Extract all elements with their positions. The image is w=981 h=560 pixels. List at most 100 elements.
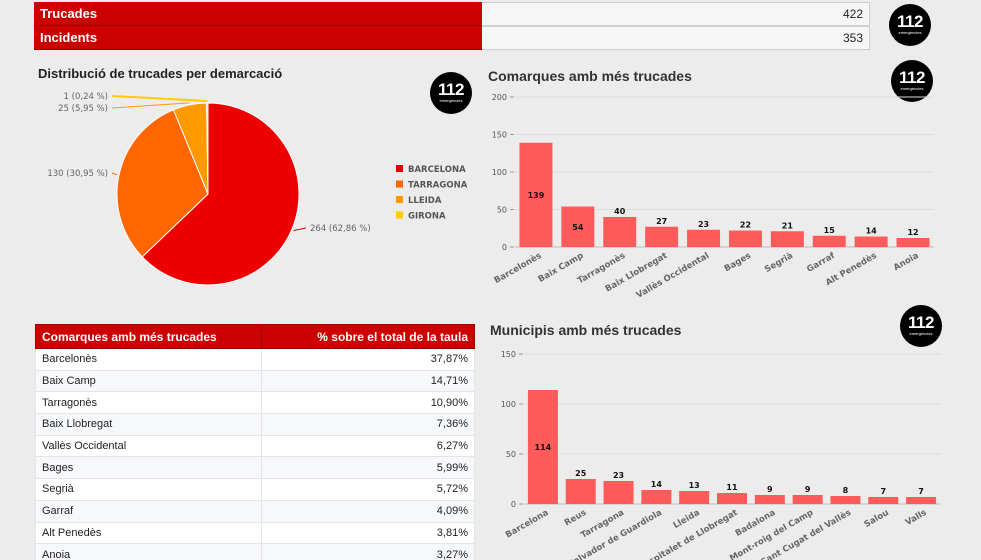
bar-data-label: 114 — [535, 443, 552, 452]
table-cell: Tarragonès — [35, 391, 262, 415]
pie-chart-title: Distribució de trucades per demarcació — [38, 66, 283, 81]
table-row: Bages 5,99% — [35, 456, 475, 480]
table-cell: 37,87% — [261, 348, 475, 371]
bar — [854, 236, 888, 247]
table-cell: Alt Penedès — [35, 521, 262, 545]
x-tick-label: Barcelonès — [492, 250, 543, 286]
y-tick-label: 100 — [492, 168, 507, 177]
bar-data-label: 54 — [572, 223, 584, 232]
table-cell: 3,27% — [261, 543, 475, 560]
bar-chart-municipis: 050100150114Barcelona25Reus23Tarragona14… — [501, 350, 940, 560]
table-row: Segrià 5,72% — [35, 478, 475, 501]
table-cell: Baix Camp — [35, 369, 262, 393]
x-tick-label: Segrià — [763, 251, 795, 275]
x-tick-label: Valls — [904, 508, 929, 528]
bar — [717, 493, 747, 504]
bar-data-label: 25 — [575, 469, 587, 478]
table-row: Garraf 4,09% — [35, 499, 475, 523]
legend-label: GIRONA — [408, 212, 446, 222]
bar-data-label: 9 — [767, 485, 773, 494]
bar — [679, 491, 710, 504]
logo-112: 112 emergències — [430, 72, 472, 114]
table-cell: 14,71% — [261, 369, 475, 393]
table-cell: Anoia — [35, 543, 262, 560]
bar-data-label: 21 — [782, 221, 794, 230]
bar-data-label: 7 — [880, 487, 886, 496]
y-tick-label: 150 — [501, 350, 516, 359]
legend-swatch — [396, 196, 403, 203]
pie-data-label: 25 (5,95 %) — [58, 104, 108, 114]
summary-value: 353 — [482, 26, 870, 50]
table-row: Alt Penedès 3,81% — [35, 521, 475, 545]
table-row: Vallès Occidental 6,27% — [35, 434, 475, 458]
logo-sub: emergències — [439, 98, 463, 103]
x-tick-label: Vallès Occidental — [634, 250, 711, 300]
bar-data-label: 23 — [613, 471, 624, 480]
y-tick-label: 100 — [501, 400, 516, 409]
logo-112: 112 emergències — [900, 305, 942, 347]
table-cell: Barcelonès — [35, 348, 262, 371]
pie-leader-line — [111, 172, 118, 176]
pie-slice — [141, 102, 300, 286]
x-tick-label: Salou — [863, 508, 891, 530]
table-row: Baix Llobregat 7,36% — [35, 413, 475, 436]
x-tick-label: Bages — [723, 251, 753, 274]
bar — [770, 231, 804, 247]
x-tick-label: Garraf — [805, 251, 837, 275]
bar-data-label: 15 — [824, 226, 836, 235]
bar — [527, 390, 558, 504]
x-tick-label: Barcelona — [504, 508, 551, 541]
pie-leader-line — [111, 95, 208, 103]
bar-data-label: 8 — [843, 486, 849, 495]
table-cell: Baix Llobregat — [35, 413, 262, 436]
bar-data-label: 23 — [698, 220, 709, 229]
bar-data-label: 12 — [907, 228, 918, 237]
pie-leader-line — [293, 227, 307, 232]
logo-number: 112 — [899, 68, 925, 87]
bar — [792, 495, 823, 504]
comarques-table: Comarques amb més trucades % sobre el to… — [35, 324, 475, 560]
logo-sub: emergències — [898, 30, 922, 35]
logo-number: 112 — [897, 12, 923, 31]
legend-label: LLEIDA — [408, 196, 442, 206]
table-cell: Segrià — [35, 478, 262, 501]
bar — [728, 230, 762, 247]
bar — [561, 206, 595, 247]
bar-chart-title: Municipis amb més trucades — [490, 322, 682, 338]
logo-112: 112 emergències — [889, 4, 931, 46]
bar — [812, 235, 846, 247]
bar-data-label: 22 — [740, 221, 751, 230]
bar-data-label: 139 — [528, 191, 545, 200]
logo-sub: emergències — [900, 86, 924, 91]
bar — [687, 229, 721, 247]
table-row: Tarragonès 10,90% — [35, 391, 475, 415]
bar-data-label: 9 — [805, 485, 811, 494]
summary-row-calls: Trucades 422 — [34, 2, 870, 26]
pie-slice — [206, 102, 209, 195]
logo-112: 112 emergències — [891, 60, 933, 102]
y-tick-label: 50 — [506, 450, 516, 459]
y-tick-label: 0 — [511, 500, 516, 509]
table-header: % sobre el total de la taula — [261, 324, 475, 349]
bar — [896, 238, 930, 247]
table-header: Comarques amb més trucades — [35, 324, 262, 349]
summary-value: 422 — [482, 2, 870, 26]
table-cell: Vallès Occidental — [35, 434, 262, 458]
bar — [868, 497, 899, 504]
table-row: Baix Camp 14,71% — [35, 369, 475, 393]
bar — [603, 481, 634, 504]
bar — [645, 226, 679, 247]
table-cell: 6,27% — [261, 434, 475, 458]
x-tick-label: Reus — [563, 508, 588, 528]
x-tick-label: Anoia — [892, 251, 921, 273]
bar-data-label: 13 — [689, 481, 700, 490]
bar — [906, 497, 937, 504]
logo-number: 112 — [908, 313, 934, 332]
pie-data-label: 264 (62,86 %) — [310, 224, 371, 234]
table-cell: 7,36% — [261, 413, 475, 436]
bar — [754, 495, 785, 504]
table-cell: 5,99% — [261, 456, 475, 480]
summary-label: Trucades — [34, 2, 482, 26]
